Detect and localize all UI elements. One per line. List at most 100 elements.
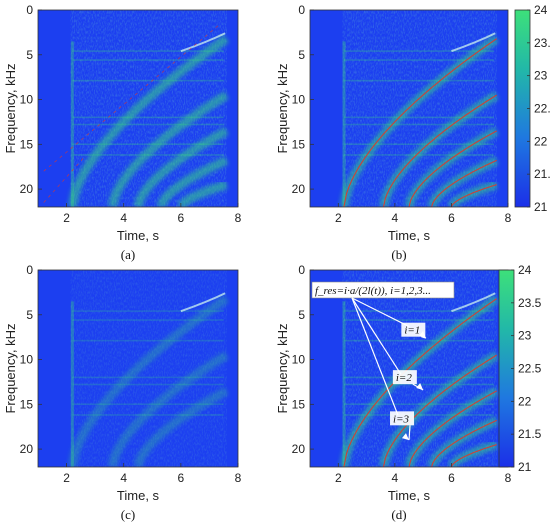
y-tick-label: 20: [292, 182, 306, 196]
bright-streak: [451, 292, 496, 313]
bright-streak: [180, 292, 226, 313]
colorbar-tick-label: 21: [518, 460, 532, 474]
harmonic-streak: [343, 123, 494, 126]
x-tick-label: 4: [392, 211, 399, 225]
model-curve: [431, 419, 497, 467]
resonance-glow: [176, 180, 228, 207]
annotation-arrow: [351, 297, 399, 416]
y-tick-label: 15: [292, 397, 306, 411]
y-axis-label: Frequency, kHz: [3, 323, 18, 413]
resonance-glow: [67, 34, 230, 207]
y-tick-label: 20: [20, 182, 34, 196]
colorbar-tick-label: 23.5: [518, 296, 542, 310]
harmonic-streak: [343, 376, 494, 379]
onset-strip: [70, 301, 74, 467]
y-tick-label: 5: [298, 48, 305, 62]
colorbar-tick-label: 23: [518, 329, 532, 343]
model-curve: [382, 94, 497, 207]
y-tick-label: 15: [20, 137, 34, 151]
colorbar: 21 21.5 22 22.5 23 23.5 24: [498, 263, 542, 474]
resonance-glow: [133, 386, 229, 467]
harmonic-streak: [72, 383, 224, 386]
panel-label: (d): [391, 507, 406, 522]
spectrogram-panel: 2 4 6 8 0 5 10 15 20 Time, s Frequency, kHz (a): [3, 3, 242, 262]
y-tick-label: 5: [26, 308, 33, 322]
harmonic-streak: [343, 116, 494, 119]
y-tick-label: 10: [20, 93, 34, 107]
y-tick-label: 15: [292, 137, 306, 151]
arrow-head: [402, 433, 409, 441]
x-tick-label: 8: [235, 471, 242, 485]
x-tick-label: 6: [178, 471, 185, 485]
x-axis-label: Time, s: [117, 488, 160, 503]
y-tick-label: 15: [20, 397, 34, 411]
colorbar-tick-label: 21.5: [534, 167, 550, 181]
annotation-arrow: [408, 425, 411, 441]
harmonic-streak: [72, 123, 224, 126]
guide-line: [43, 157, 85, 203]
resonance-glow: [107, 351, 229, 467]
colorbar-tick-label: 22: [534, 134, 548, 148]
resonance-glow: [107, 91, 229, 207]
harmonic-streak: [72, 319, 224, 321]
x-axis-label: Time, s: [388, 228, 431, 243]
bright-streak: [180, 32, 226, 53]
panel-label: (c): [121, 507, 135, 522]
colorbar-tick-label: 21: [534, 200, 548, 214]
harmonic-streak: [343, 50, 494, 52]
formula-text: f_res=i·a/(2l(t)), i=1,2,3...: [315, 285, 431, 297]
y-tick-label: 20: [20, 442, 34, 456]
resonance-glow: [156, 156, 229, 207]
y-tick-label: 10: [292, 93, 306, 107]
resonance-glow: [67, 294, 230, 467]
curve-label: i=1: [404, 325, 420, 337]
harmonic-streak: [72, 339, 224, 342]
onset-strip: [342, 301, 346, 467]
model-curve: [343, 38, 498, 207]
y-tick-label: 0: [298, 263, 305, 277]
onset-strip: [342, 41, 346, 207]
colorbar-tick-label: 22.5: [518, 362, 542, 376]
harmonic-streak: [343, 310, 494, 312]
colorbar: 21 21.5 22 22.5 23 23.5 24: [514, 3, 550, 214]
harmonic-streak: [72, 50, 224, 52]
plot-frame: [37, 9, 239, 208]
y-axis-label: Frequency, kHz: [275, 323, 290, 413]
label-box: [401, 322, 426, 337]
harmonic-streak: [343, 79, 494, 82]
x-tick-label: 6: [178, 211, 185, 225]
y-tick-label: 5: [26, 48, 33, 62]
y-tick-label: 5: [298, 308, 305, 322]
harmonic-streak: [343, 339, 494, 342]
y-tick-label: 0: [26, 3, 33, 17]
colorbar-tick-label: 22: [518, 394, 532, 408]
arrow-head: [416, 382, 424, 390]
annotation-arrow: [351, 297, 410, 328]
bright-streak: [451, 32, 496, 53]
harmonic-streak: [343, 59, 494, 61]
plot-area: [38, 270, 238, 467]
model-curve: [408, 130, 497, 207]
y-tick-label: 10: [292, 353, 306, 367]
plot-frame: [309, 9, 509, 208]
y-axis-label: Frequency, kHz: [275, 63, 290, 153]
x-tick-label: 2: [63, 211, 70, 225]
formula-box: [311, 281, 455, 299]
harmonic-streak: [72, 79, 224, 82]
harmonic-streak: [343, 143, 494, 146]
plot-frame: [37, 269, 239, 468]
harmonic-streak: [72, 310, 224, 312]
y-axis-label: Frequency, kHz: [3, 63, 18, 153]
label-box: [390, 411, 415, 426]
colorbar-tick-label: 24: [534, 3, 548, 17]
colorbar-tick-label: 23: [534, 69, 548, 83]
model-curve: [450, 444, 497, 467]
harmonic-streak: [343, 319, 494, 321]
harmonic-streak: [72, 59, 224, 61]
y-tick-label: 0: [26, 263, 33, 277]
y-tick-label: 0: [298, 3, 305, 17]
x-tick-label: 8: [235, 211, 242, 225]
model-curve: [450, 184, 497, 207]
x-tick-label: 4: [120, 211, 127, 225]
x-tick-label: 6: [448, 471, 455, 485]
